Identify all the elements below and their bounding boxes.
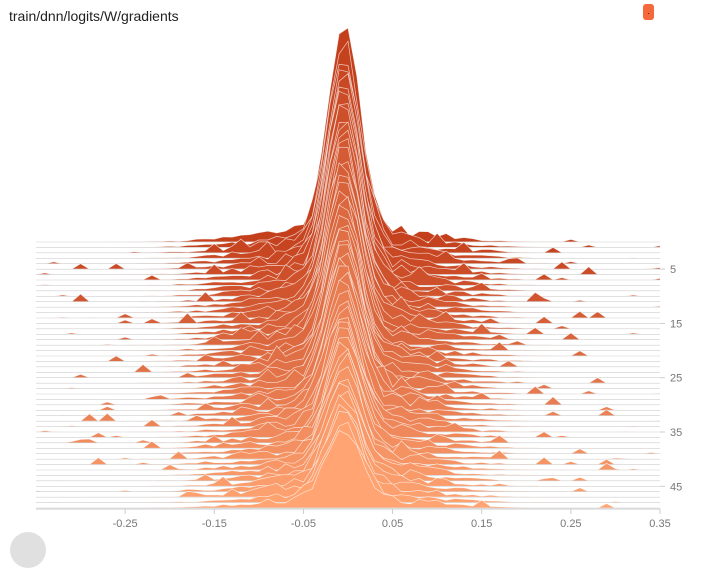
y-tick-label: 5 [670,264,676,276]
fab-button[interactable] [10,532,46,568]
x-tick-label: 0.05 [382,518,403,530]
histogram-series [35,27,661,509]
y-tick-label: 45 [670,481,682,493]
x-tick-label: -0.15 [202,518,227,530]
x-tick-label: 0.15 [471,518,492,530]
expand-toggle-button[interactable] [643,4,654,20]
x-tick-label: -0.25 [113,518,138,530]
histogram-chart: -0.25 -0.15 -0.05 0.05 0.15 0.25 0.35 5 15 25 35 45 [35,27,682,530]
y-tick-label: 25 [670,373,682,385]
y-tick-label: 15 [670,318,682,330]
x-tick-label: -0.05 [291,518,316,530]
y-tick-label: 35 [670,427,682,439]
x-tick-label: 0.25 [560,518,581,530]
chart-title: train/dnn/logits/W/gradients [9,8,179,24]
x-tick-label: 0.35 [649,518,670,530]
histogram-step-49 [36,430,660,509]
chart-axes: -0.25 -0.15 -0.05 0.05 0.15 0.25 0.35 5 15 25 35 45 [36,264,682,530]
